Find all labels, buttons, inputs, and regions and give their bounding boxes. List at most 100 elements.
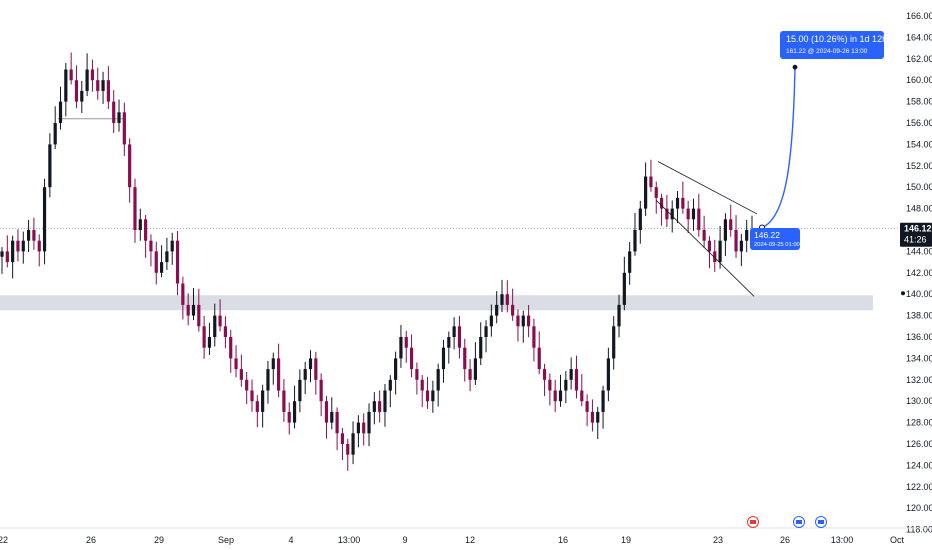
projection-end-point[interactable] [792,64,798,70]
candle-body [511,304,515,316]
candle-body [425,390,430,402]
candle-body [585,401,589,412]
candle-body [447,337,451,348]
start-point-label[interactable] [750,228,800,250]
candle-body [53,123,57,145]
candle-body [372,401,376,412]
candle-body [612,326,616,359]
candle-body [734,230,738,252]
candle-body [537,347,541,370]
last-price-value: 146.12 [904,224,932,234]
y-tick-label: 144.00 [906,246,932,256]
candle-body [383,390,387,412]
candle-body [601,390,605,412]
candle-body [495,304,499,316]
candle-body [282,390,286,412]
candle-body [144,219,148,241]
candle-body [255,401,259,412]
candle-body [223,326,228,337]
candle-body [37,240,41,252]
candle-body [335,411,339,434]
candle-body [186,304,190,316]
candle-body [319,379,323,402]
y-tick-label: 148.00 [906,204,932,214]
y-tick-label: 132.00 [906,375,932,385]
candle-body [702,230,706,241]
y-tick-label: 124.00 [906,460,932,470]
candle-body [489,315,493,327]
candle-body [0,251,4,257]
candle-body [292,401,297,423]
x-tick-label: 13:00 [831,535,854,545]
candle-body [500,294,504,305]
candle-body [473,358,478,380]
y-tick-label: 136.00 [906,332,932,342]
projection-label[interactable] [780,31,884,59]
candle-body [308,358,313,370]
candle-body [569,369,573,380]
candle-body [468,369,472,380]
candle-body [649,176,653,188]
candle-body [69,69,73,81]
projection-headline: 15.00 (10.26%) in 1d 12h [786,34,887,44]
candle-body [128,144,132,188]
candle-body [170,240,174,252]
y-tick-label: 118.00 [906,525,932,535]
candle-body [436,369,440,391]
candle-body [542,369,547,380]
candle-body [213,315,217,337]
candle-body [399,337,403,359]
bar-countdown: 41:26 [904,235,927,245]
channel-lower-line [655,199,755,297]
x-tick-label: Sep [218,535,234,545]
candle-body [713,251,717,263]
candle-body [340,433,345,444]
candle-body [596,411,600,423]
candle-body [670,208,674,220]
candle-body [197,304,201,327]
candle-body [276,358,281,391]
y-tick-label: 134.00 [906,353,932,363]
candle-body [5,251,9,263]
candle-body [521,315,525,327]
x-tick-label: 13:00 [338,535,361,545]
y-tick-label: 142.00 [906,268,932,278]
candle-body [479,337,483,359]
y-tick-label: 120.00 [906,503,932,513]
candle-body [207,337,212,348]
x-tick-label: 12 [465,535,475,545]
candle-body [112,101,116,123]
candle-body [42,187,47,252]
zone-price-marker [901,291,905,296]
support-zone [0,295,873,311]
candle-body [346,444,350,455]
candle-body [58,101,63,123]
candle-body [362,422,366,434]
candle-body [644,176,648,209]
candle-body [548,379,552,391]
candle-body [154,251,158,273]
candle-body [686,208,690,220]
candle-body [266,369,270,391]
projection-curve [761,67,796,229]
candle-body [48,144,52,188]
candle-body [665,208,669,220]
candle-body [218,315,222,327]
candle-body [149,240,153,252]
candle-body [723,219,728,241]
y-tick-label: 140.00 [906,289,932,299]
candle-body [378,401,382,412]
candle-body [633,230,637,252]
candle-body [590,411,595,423]
x-tick-label: 16 [558,535,568,545]
candle-body [85,69,89,91]
candle-body [191,304,196,316]
projection-detail: 161.22 @ 2024-09-26 13:00 [786,48,868,55]
y-tick-label: 160.00 [906,75,932,85]
y-tick-label: 138.00 [906,311,932,321]
candle-body [452,326,456,337]
candle-body [165,251,169,263]
y-tick-label: 128.00 [906,418,932,428]
